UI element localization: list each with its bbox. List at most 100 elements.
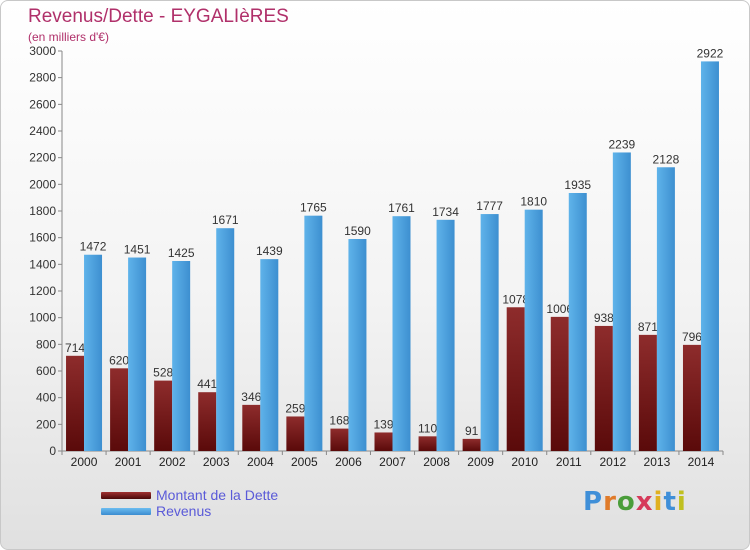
x-tick-label: 2008 [423, 455, 450, 469]
data-label-dette: 714 [65, 341, 85, 355]
x-tick-label: 2009 [467, 455, 494, 469]
x-tick-label: 2003 [203, 455, 230, 469]
x-tick-label: 2006 [335, 455, 362, 469]
legend-item-revenus: Revenus [101, 503, 278, 519]
legend-swatch-revenus [101, 507, 151, 515]
logo-letter: x [635, 487, 654, 517]
data-label-revenus: 1734 [432, 205, 459, 219]
y-tick-label: 600 [36, 364, 56, 378]
bar-dette [638, 334, 657, 451]
bar-revenus [128, 257, 147, 451]
y-tick-label: 2800 [29, 71, 56, 85]
data-label-dette: 139 [373, 417, 393, 431]
y-tick-label: 400 [36, 391, 56, 405]
y-tick-label: 1800 [29, 204, 56, 218]
x-tick-label: 2002 [159, 455, 186, 469]
x-tick-label: 2000 [71, 455, 98, 469]
y-tick-label: 800 [36, 337, 56, 351]
data-label-dette: 346 [241, 390, 261, 404]
data-label-dette: 1078 [502, 292, 529, 306]
y-tick-label: 2000 [29, 177, 56, 191]
data-label-revenus: 1935 [564, 178, 591, 192]
bar-dette [506, 307, 525, 451]
data-label-revenus: 2239 [608, 137, 635, 151]
logo-letter: i [653, 487, 664, 517]
logo-letter: r [603, 487, 617, 517]
y-tick-label: 1400 [29, 257, 56, 271]
bar-dette [594, 325, 613, 451]
chart-title: Revenus/Dette - EYGALIèRES [28, 6, 289, 27]
data-label-dette: 259 [285, 401, 305, 415]
bar-revenus [304, 215, 323, 451]
x-tick-label: 2011 [556, 455, 582, 469]
data-label-revenus: 1761 [388, 201, 415, 215]
y-tick-label: 1200 [29, 284, 56, 298]
logo-letter: i [676, 487, 687, 517]
data-label-dette: 168 [329, 414, 349, 428]
y-tick-label: 2200 [29, 151, 56, 165]
bar-dette [198, 392, 217, 451]
x-tick-label: 2012 [599, 455, 626, 469]
bar-revenus [524, 209, 543, 451]
y-tick-label: 200 [36, 417, 56, 431]
x-tick-label: 2004 [247, 455, 274, 469]
y-tick-label: 2600 [29, 97, 56, 111]
data-label-dette: 796 [682, 330, 702, 344]
data-label-revenus: 1439 [256, 244, 283, 258]
data-label-revenus: 1765 [300, 201, 327, 215]
legend-label-debt: Montant de la Dette [156, 487, 279, 503]
data-label-dette: 1006 [546, 302, 573, 316]
bar-revenus [656, 167, 675, 451]
data-label-revenus: 1451 [124, 243, 151, 257]
bar-dette [682, 344, 701, 451]
data-label-revenus: 1671 [212, 213, 239, 227]
bar-revenus [568, 193, 587, 451]
data-label-revenus: 1425 [168, 246, 195, 260]
chart-subtitle: (en milliers d'€) [28, 30, 109, 44]
legend-swatch-debt [101, 491, 151, 499]
logo-letter: P [583, 487, 604, 517]
data-label-revenus: 1590 [344, 224, 371, 238]
data-label-dette: 110 [418, 421, 437, 435]
bar-dette [550, 316, 569, 451]
bar-dette [66, 355, 85, 451]
y-tick-label: 2400 [29, 124, 56, 138]
x-tick-label: 2013 [644, 455, 671, 469]
bar-revenus [216, 228, 235, 451]
x-tick-label: 2001 [115, 455, 142, 469]
data-label-dette: 871 [638, 320, 658, 334]
logo-letter: o [616, 487, 636, 517]
data-label-dette: 620 [109, 353, 129, 367]
data-label-revenus: 1472 [80, 240, 107, 254]
bar-dette [242, 404, 261, 451]
y-tick-label: 3000 [29, 44, 56, 58]
bar-dette [374, 432, 393, 451]
data-label-revenus: 2128 [653, 152, 680, 166]
bar-dette [330, 428, 349, 451]
y-tick-label: 1000 [29, 311, 56, 325]
x-tick-label: 2010 [511, 455, 538, 469]
legend-item-debt: Montant de la Dette [101, 487, 278, 503]
bar-dette [462, 438, 481, 451]
legend: Montant de la Dette Revenus [101, 487, 278, 519]
data-label-revenus: 2922 [697, 46, 724, 60]
bar-revenus [84, 254, 103, 451]
bar-revenus [480, 214, 499, 451]
data-label-revenus: 1777 [476, 199, 503, 213]
bar-revenus [436, 219, 455, 451]
data-label-dette: 938 [594, 311, 614, 325]
bar-revenus [700, 61, 719, 452]
x-tick-label: 2005 [291, 455, 318, 469]
x-tick-label: 2014 [688, 455, 715, 469]
data-label-dette: 91 [465, 424, 479, 438]
x-tick-label: 2007 [379, 455, 406, 469]
y-tick-label: 0 [49, 444, 56, 458]
data-label-revenus: 1810 [520, 195, 547, 209]
legend-label-revenus: Revenus [156, 503, 212, 519]
bar-revenus [612, 152, 631, 451]
logo-letter: t [663, 487, 677, 517]
bar-revenus [392, 216, 411, 451]
bar-dette [110, 368, 129, 451]
